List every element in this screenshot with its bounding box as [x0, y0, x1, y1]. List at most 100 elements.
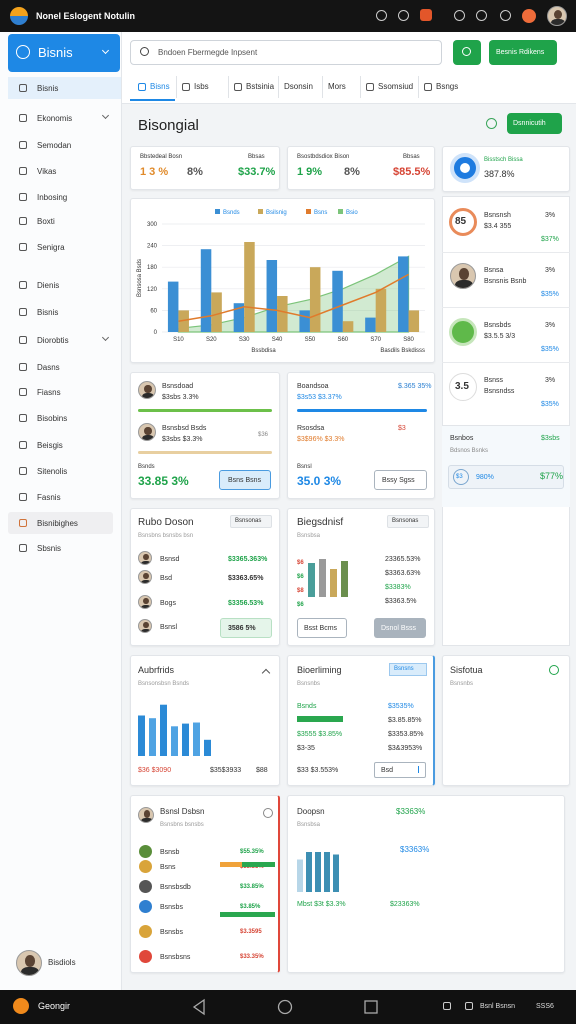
compare-button-label[interactable]: Dsnol Bsss	[381, 625, 417, 632]
compare-title: Biegsdnisf	[297, 517, 344, 528]
bottom-logo	[13, 998, 29, 1014]
summary-sub: Bdsnos Bsnks	[450, 448, 489, 454]
contact-sub: Bsnsnis Bsnb	[484, 278, 527, 285]
team-button-label[interactable]: 3586 5%	[228, 625, 256, 632]
sidebar-item[interactable]: Boxti	[37, 217, 55, 226]
avatar-body	[454, 280, 474, 288]
avatar	[138, 570, 152, 584]
icon	[19, 336, 27, 344]
toolbar-icon	[398, 10, 409, 21]
bar	[315, 852, 321, 892]
app-title: Nonel Eslogent Notulin	[36, 11, 135, 21]
icon	[19, 217, 27, 225]
bar	[182, 723, 189, 756]
people-button[interactable]	[219, 470, 271, 490]
compare-button-label[interactable]: Bsst Bcms	[304, 625, 338, 632]
tab[interactable]: Ssomsiud	[378, 82, 414, 91]
compare-button[interactable]	[297, 618, 347, 638]
stat-label: Bsostbdsdiox Bison	[297, 154, 350, 160]
avatar-head	[143, 573, 149, 580]
team-button[interactable]	[220, 618, 272, 638]
list-row-value: $33.35%	[240, 954, 264, 960]
compare-button[interactable]	[374, 618, 426, 638]
sidebar-item[interactable]: Fiasns	[37, 388, 61, 397]
progress-select[interactable]	[374, 762, 426, 778]
sidebar-item[interactable]: Semodan	[37, 141, 72, 150]
tab[interactable]: Bstsinia	[246, 82, 275, 91]
sidebar-item[interactable]: Dasns	[37, 363, 60, 372]
contact-top: 3%	[545, 212, 556, 219]
sidebar-item[interactable]: Sbsnis	[37, 544, 62, 553]
compare-marker: $6	[297, 602, 304, 608]
icon	[443, 1002, 451, 1010]
contact-bottom: $37%	[541, 236, 559, 243]
legend-label: Bsio	[346, 210, 358, 216]
icon	[19, 141, 27, 149]
primary-button[interactable]	[489, 40, 557, 65]
balance-button-label[interactable]: Bssy Sgss	[382, 477, 415, 484]
list-row-name: Bsnsbsdb	[160, 884, 191, 891]
sidebar-item[interactable]: Dienis	[37, 281, 60, 290]
list-row-value: $3.85%	[240, 904, 261, 910]
icon	[19, 167, 27, 175]
sidebar-item[interactable]: Vikas	[37, 167, 57, 176]
tab[interactable]: Dsonsin	[284, 82, 313, 91]
stat-label: Bbstedeal Bosn	[140, 154, 183, 160]
toolbar-icon	[500, 10, 511, 21]
balance-value: 35.0 3%	[297, 474, 342, 488]
icon	[19, 414, 27, 422]
bar	[309, 267, 321, 332]
people-button-label[interactable]: Bsns Bsns	[228, 477, 262, 484]
legend-swatch	[338, 209, 343, 214]
search-box[interactable]	[130, 40, 442, 65]
balance-button[interactable]	[374, 470, 427, 490]
icon	[366, 83, 374, 91]
contact-sub: Bsnsndss	[484, 388, 515, 395]
sidebar-item[interactable]: Diorobtis	[37, 336, 69, 345]
stat-value: 8%	[344, 166, 360, 178]
progress-bar	[297, 716, 343, 722]
sidebar-item[interactable]: Beisgis	[37, 441, 63, 450]
notification-icon[interactable]	[420, 9, 432, 21]
icon	[19, 467, 27, 475]
sidebar-active	[8, 77, 121, 99]
sidebar-item[interactable]: Fasnis	[37, 493, 61, 502]
avatar-body	[141, 817, 153, 822]
icon	[19, 114, 27, 122]
sidebar-item[interactable]: Bisnis	[37, 84, 59, 93]
bar	[149, 718, 156, 756]
nav-back	[192, 998, 205, 1016]
y-tick-label: 300	[147, 222, 158, 228]
chart-card	[130, 198, 435, 363]
sidebar-item[interactable]: Bisobins	[37, 414, 68, 423]
sidebar-item[interactable]: Sitenolis	[37, 467, 68, 476]
tab[interactable]: Isbs	[194, 82, 209, 91]
progress-select-label[interactable]: Bsd	[381, 767, 394, 774]
sidebar-item[interactable]: Inbosing	[37, 193, 68, 202]
legend-label: Bsilsnig	[266, 210, 287, 216]
sidebar-item[interactable]: Bisnis	[37, 308, 59, 317]
tab[interactable]: Bisns	[150, 82, 170, 91]
compare-sub: Bsnsbsa	[297, 533, 321, 539]
doc-footer-right: $23363%	[390, 901, 420, 908]
bar	[408, 310, 420, 332]
sidebar-item[interactable]: Senigra	[37, 243, 65, 252]
sidebar-item[interactable]: Ekonomis	[37, 114, 73, 123]
bar	[330, 569, 337, 597]
legend-label: Bsns	[314, 210, 327, 216]
user-badge	[522, 9, 536, 23]
tab[interactable]: Bsngs	[436, 82, 459, 91]
summary-badge-text: $3	[456, 474, 463, 480]
contact-name: Bsnss	[484, 377, 504, 384]
legend-label: Bsnds	[223, 210, 240, 216]
contact-bottom: $35%	[541, 346, 559, 353]
y-tick-label: 60	[150, 308, 157, 314]
sidebar-item[interactable]: Bisnibighes	[37, 519, 78, 528]
bar	[138, 715, 145, 756]
icon	[19, 388, 27, 396]
list-row-name: Bsnsbs	[160, 904, 183, 911]
page-button[interactable]	[507, 113, 562, 134]
balance-label: Bsnsl	[297, 464, 312, 470]
tab[interactable]: Mors	[328, 82, 346, 91]
contact-badge	[449, 318, 477, 346]
